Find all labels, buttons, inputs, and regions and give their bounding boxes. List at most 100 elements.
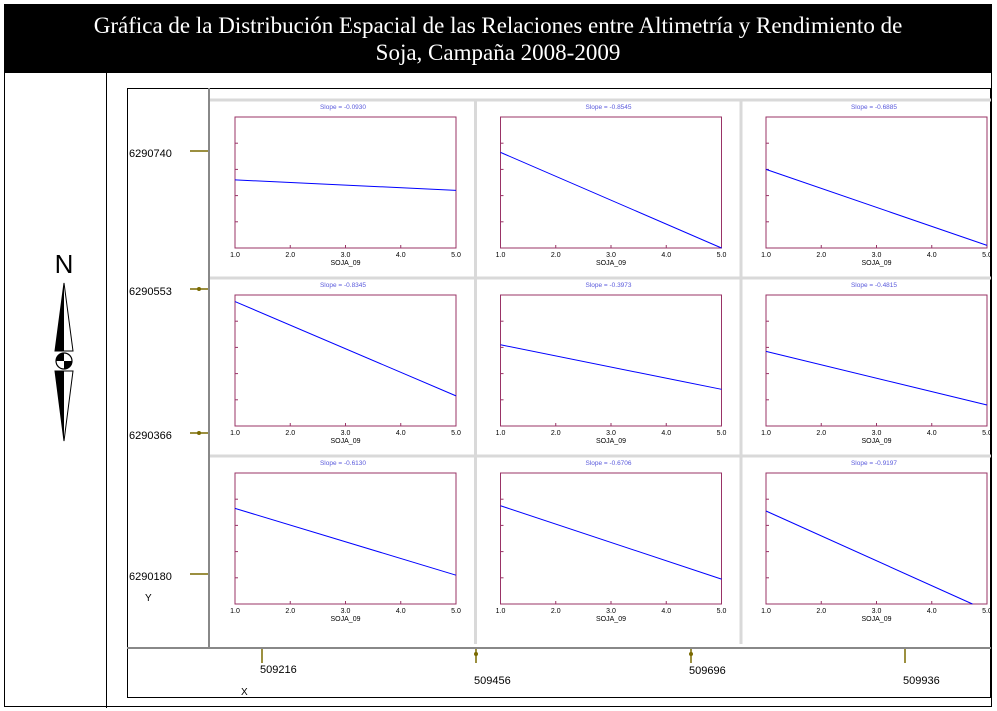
x-tick-label: 3.0 <box>606 430 616 437</box>
x-tick-label: 1.0 <box>761 430 771 437</box>
plot-area <box>500 294 722 427</box>
y-axis-tick-label: 6290553 <box>129 286 172 298</box>
x-axis-tick-label: 509936 <box>903 675 940 687</box>
page-title-line-2: Soja, Campaña 2008-2009 <box>375 40 621 65</box>
x-tick-label: 4.0 <box>661 608 671 615</box>
x-tick-label: 1.0 <box>761 252 771 259</box>
slope-label: Slope = -0.3973 <box>585 282 631 289</box>
north-label: N <box>55 249 74 279</box>
north-arrow-center-fill-b <box>64 361 72 369</box>
slope-label: Slope = -0.8545 <box>585 104 631 111</box>
slope-label: Slope = -0.6885 <box>851 104 897 111</box>
regression-line <box>234 179 457 191</box>
regression-line <box>500 151 722 249</box>
x-tick-label: 2.0 <box>816 430 826 437</box>
regression-line <box>765 350 988 406</box>
x-tick-label: 3.0 <box>606 608 616 615</box>
x-tick-label: 1.0 <box>230 608 240 615</box>
page-title-line-1: Gráfica de la Distribución Espacial de l… <box>93 13 903 38</box>
regression-line <box>234 301 457 397</box>
x-tick-label: 5.0 <box>717 252 727 259</box>
y-axis-tick-label: 6290180 <box>129 571 172 583</box>
x-axis-label: SOJA_09 <box>862 616 892 623</box>
x-axis-label: SOJA_09 <box>862 260 892 267</box>
x-tick-label: 3.0 <box>341 430 351 437</box>
slope-label: Slope = -0.8345 <box>320 282 366 289</box>
x-tick-label: 2.0 <box>816 252 826 259</box>
x-axis-label: SOJA_09 <box>596 260 626 267</box>
y-axis-tick-dot <box>197 287 201 291</box>
y-axis-tick-label: 6290740 <box>129 148 172 160</box>
plot-area <box>234 116 457 249</box>
x-tick-label: 3.0 <box>341 608 351 615</box>
x-axis-label: SOJA_09 <box>331 260 361 267</box>
x-tick-label: 3.0 <box>606 252 616 259</box>
north-arrow-center-fill-a <box>56 353 64 361</box>
plot-area <box>765 116 988 249</box>
slope-label: Slope = -0.6706 <box>585 460 631 467</box>
x-tick-label: 2.0 <box>551 430 561 437</box>
x-tick-label: 4.0 <box>927 430 937 437</box>
x-tick-label: 1.0 <box>230 252 240 259</box>
x-tick-label: 1.0 <box>496 252 506 259</box>
x-tick-label: 5.0 <box>717 430 727 437</box>
plot-area <box>234 472 457 605</box>
x-tick-label: 4.0 <box>661 430 671 437</box>
x-tick-label: 1.0 <box>761 608 771 615</box>
regression-line <box>765 510 973 605</box>
x-tick-label: 2.0 <box>551 252 561 259</box>
x-tick-label: 4.0 <box>396 430 406 437</box>
x-tick-label: 5.0 <box>982 608 991 615</box>
y-axis-tick-label: 6290366 <box>129 430 172 442</box>
x-axis-label: SOJA_09 <box>331 438 361 445</box>
regression-line <box>500 344 722 390</box>
north-arrow-upper-fill <box>55 283 64 351</box>
regression-line <box>234 507 457 576</box>
x-tick-label: 4.0 <box>927 608 937 615</box>
slope-label: Slope = -0.0930 <box>320 104 366 111</box>
x-tick-label: 2.0 <box>285 430 295 437</box>
plot-area <box>500 116 722 249</box>
x-tick-label: 5.0 <box>982 252 991 259</box>
x-tick-label: 2.0 <box>285 608 295 615</box>
x-axis-tick-dot <box>474 652 478 656</box>
x-axis-tick-dot <box>689 652 693 656</box>
slope-label: Slope = -0.9197 <box>851 460 897 467</box>
x-tick-label: 2.0 <box>551 608 561 615</box>
x-tick-label: 2.0 <box>285 252 295 259</box>
x-tick-label: 1.0 <box>230 430 240 437</box>
regression-line <box>500 505 722 580</box>
x-tick-label: 5.0 <box>451 608 461 615</box>
x-axis-label: SOJA_09 <box>862 438 892 445</box>
x-axis-tick-label: 509456 <box>474 675 511 687</box>
x-tick-label: 3.0 <box>341 252 351 259</box>
x-tick-label: 4.0 <box>396 608 406 615</box>
slope-label: Slope = -0.4815 <box>851 282 897 289</box>
x-tick-label: 3.0 <box>872 608 882 615</box>
x-axis-label: SOJA_09 <box>596 616 626 623</box>
page-title: Gráfica de la Distribución Espacial de l… <box>5 5 991 73</box>
slope-label: Slope = -0.6130 <box>320 460 366 467</box>
regression-line <box>765 168 988 246</box>
x-tick-label: 2.0 <box>816 608 826 615</box>
x-tick-label: 3.0 <box>872 252 882 259</box>
north-arrow-icon: N <box>54 249 74 442</box>
map-chart: Slope = -0.0930 1.0 2.0 3.0 4.0 5.0 SOJA_09 Slo… <box>127 88 991 698</box>
y-axis-tick-dot <box>197 431 201 435</box>
x-tick-label: 5.0 <box>982 430 991 437</box>
figure-frame: Gráfica de la Distribución Espacial de l… <box>4 4 992 708</box>
north-arrow-lower-fill <box>55 371 64 441</box>
x-tick-label: 4.0 <box>661 252 671 259</box>
plot-area <box>234 294 457 427</box>
plot-area <box>765 294 988 427</box>
x-tick-label: 1.0 <box>496 430 506 437</box>
x-tick-label: 4.0 <box>396 252 406 259</box>
plot-area <box>765 472 988 605</box>
x-axis-label: SOJA_09 <box>331 616 361 623</box>
x-axis-tick-label: 509216 <box>260 664 297 676</box>
x-tick-label: 4.0 <box>927 252 937 259</box>
x-tick-label: 1.0 <box>496 608 506 615</box>
x-axis-tick-label: 509696 <box>689 665 726 677</box>
y-axis-title: Y <box>145 593 152 604</box>
x-tick-label: 5.0 <box>451 252 461 259</box>
